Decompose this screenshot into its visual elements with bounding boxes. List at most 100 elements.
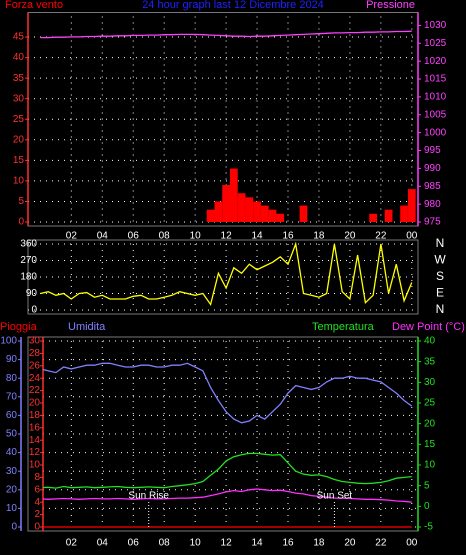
y-tick-label: 30	[29, 336, 41, 347]
y-tick-label: 40	[13, 52, 25, 63]
legend-label: Pressione	[366, 0, 415, 11]
series-line	[43, 488, 412, 503]
annotation-label: Sun Set	[317, 491, 353, 502]
x-tick-label: 18	[313, 231, 325, 242]
bar	[237, 193, 246, 222]
y-tick-label: 30	[6, 466, 18, 477]
y-tick-label: 1005	[424, 109, 447, 120]
panel-frame	[27, 239, 419, 315]
legend-label: Dew Point (°C)	[392, 321, 465, 333]
bar	[222, 185, 230, 222]
y-tick-label: 40	[424, 336, 436, 347]
x-tick-label: 02	[66, 538, 78, 549]
bar	[276, 213, 285, 222]
x-tick-label: 16	[282, 231, 294, 242]
y-tick-label: 26	[29, 360, 41, 371]
y-tick-label: 16	[29, 422, 41, 433]
y-tick-label: 60	[6, 410, 18, 421]
y-tick-label: 1020	[424, 56, 447, 67]
y-tick-label: 10	[6, 503, 18, 514]
y-tick-label: 24	[29, 373, 41, 384]
x-tick-label: 18	[313, 538, 325, 549]
y-tick-label: 180	[20, 272, 37, 283]
x-tick-label: 10	[190, 231, 202, 242]
y-tick-label: 4	[34, 497, 40, 508]
y-tick-label: 995	[424, 145, 441, 156]
y-tick-label: 975	[424, 217, 441, 228]
x-tick-label: 06	[128, 538, 140, 549]
y-tick-label: 1025	[424, 38, 447, 49]
y-tick-label: 20	[6, 484, 18, 495]
y-tick-label: 0	[18, 217, 24, 228]
bar	[229, 168, 238, 222]
x-tick-label: 08	[159, 538, 171, 549]
y-tick-label: 1000	[424, 127, 447, 138]
y-tick-label: 18	[29, 410, 41, 421]
series-line	[43, 452, 412, 489]
y-tick-label: 40	[6, 447, 18, 458]
y-tick-label: 990	[424, 163, 441, 174]
y-tick-label: 30	[424, 377, 436, 388]
y-tick-label: 2	[34, 509, 40, 520]
x-tick-label: 02	[66, 231, 78, 242]
x-tick-label: 22	[375, 538, 387, 549]
bar	[384, 209, 393, 222]
plot-area	[40, 242, 413, 307]
annotation-label: Sun Rise	[128, 491, 169, 502]
x-tick-label: 04	[97, 231, 109, 242]
series-line	[40, 30, 412, 39]
y-tick-label: 10	[424, 460, 436, 471]
y-tick-label: 360	[20, 239, 37, 250]
legend-label: Forza vento	[5, 0, 63, 11]
y-tick-label: 1030	[424, 20, 447, 31]
bar	[369, 213, 377, 222]
legend-label: Pioggia	[0, 321, 38, 333]
y-tick-label: 20	[29, 398, 41, 409]
y-tick-label: 5	[424, 480, 430, 491]
y-tick-label: 0	[34, 522, 40, 533]
y-tick-label: 1015	[424, 74, 447, 85]
bar	[206, 209, 215, 222]
y-tick-label: 70	[6, 391, 18, 402]
x-tick-label: 14	[251, 231, 263, 242]
bar	[299, 205, 308, 222]
x-tick-label: 00	[406, 538, 418, 549]
x-tick-label: 06	[128, 231, 140, 242]
y-tick-label: 0	[424, 501, 430, 512]
y-tick-label: 0	[11, 522, 17, 533]
plot-area	[40, 30, 416, 222]
y-tick-label: 15	[13, 155, 25, 166]
x-tick-label: 04	[97, 538, 109, 549]
y-tick-label: 22	[29, 385, 41, 396]
x-tick-label: 12	[221, 538, 233, 549]
y-tick-label: W	[434, 253, 446, 267]
series-line	[43, 362, 413, 424]
x-tick-label: 20	[344, 538, 356, 549]
chart-title: 24 hour graph last 12 Dicembre 2024	[142, 0, 324, 11]
y-tick-label: 30	[13, 93, 25, 104]
y-tick-label: 15	[424, 439, 436, 450]
x-tick-label: 00	[406, 231, 418, 242]
legend-label: Temperatura	[312, 321, 375, 333]
y-tick-label: 50	[6, 429, 18, 440]
x-tick-label: 16	[282, 538, 294, 549]
x-tick-label: 22	[375, 231, 387, 242]
y-tick-label: -5	[424, 522, 433, 533]
x-tick-label: 12	[221, 231, 233, 242]
y-tick-label: S	[436, 269, 444, 283]
y-tick-label: 1010	[424, 92, 447, 103]
x-tick-label: 08	[159, 231, 171, 242]
x-tick-label: 20	[344, 231, 356, 242]
y-tick-label: 35	[424, 356, 436, 367]
y-tick-label: 12	[29, 447, 41, 458]
y-tick-label: E	[436, 286, 444, 300]
bar	[214, 201, 223, 222]
bar	[407, 189, 416, 222]
y-tick-label: 100	[0, 336, 17, 347]
y-tick-label: 35	[13, 73, 25, 84]
y-tick-label: 980	[424, 199, 441, 210]
plot-area	[43, 362, 413, 528]
y-tick-label: 8	[34, 472, 40, 483]
